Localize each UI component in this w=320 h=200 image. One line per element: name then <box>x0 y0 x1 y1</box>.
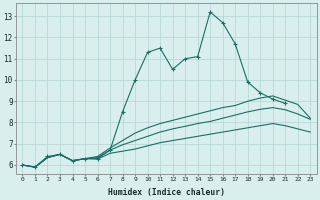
X-axis label: Humidex (Indice chaleur): Humidex (Indice chaleur) <box>108 188 225 197</box>
